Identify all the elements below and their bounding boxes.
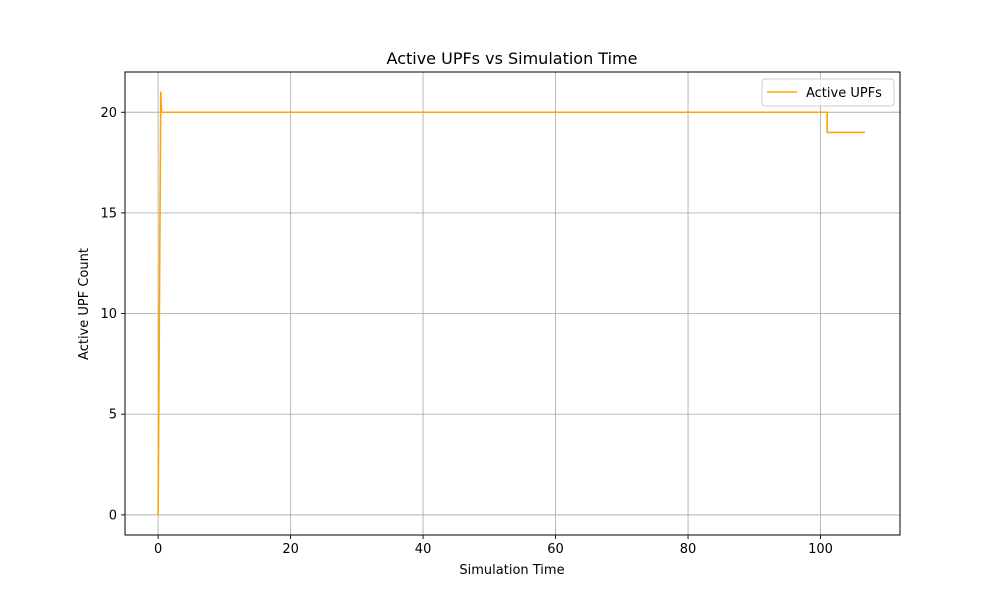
legend: Active UPFs — [761, 78, 895, 107]
x-tick-label: 100 — [808, 542, 833, 557]
ticks: 0 20 40 60 80 100 0 5 10 15 20 — [100, 106, 832, 557]
series-layer — [157, 91, 865, 515]
y-tick-label: 0 — [109, 508, 117, 523]
y-tick-label: 10 — [100, 307, 117, 322]
x-tick-label: 0 — [154, 542, 162, 557]
grid — [125, 72, 900, 535]
x-tick-label: 80 — [680, 542, 697, 557]
legend-box — [761, 78, 895, 107]
legend-label-active-upfs: Active UPFs — [806, 86, 882, 101]
chart-title: Active UPFs vs Simulation Time — [387, 49, 638, 68]
x-tick-label: 40 — [415, 542, 432, 557]
series-line-active-upfs — [157, 91, 865, 515]
x-axis-label: Simulation Time — [459, 563, 564, 578]
x-tick-label: 60 — [547, 542, 564, 557]
y-axis-label: Active UPF Count — [77, 248, 92, 360]
y-tick-label: 20 — [100, 106, 117, 121]
y-tick-label: 15 — [100, 206, 117, 221]
plot-frame — [124, 71, 901, 536]
y-tick-label: 5 — [109, 408, 117, 423]
x-tick-label: 20 — [282, 542, 299, 557]
